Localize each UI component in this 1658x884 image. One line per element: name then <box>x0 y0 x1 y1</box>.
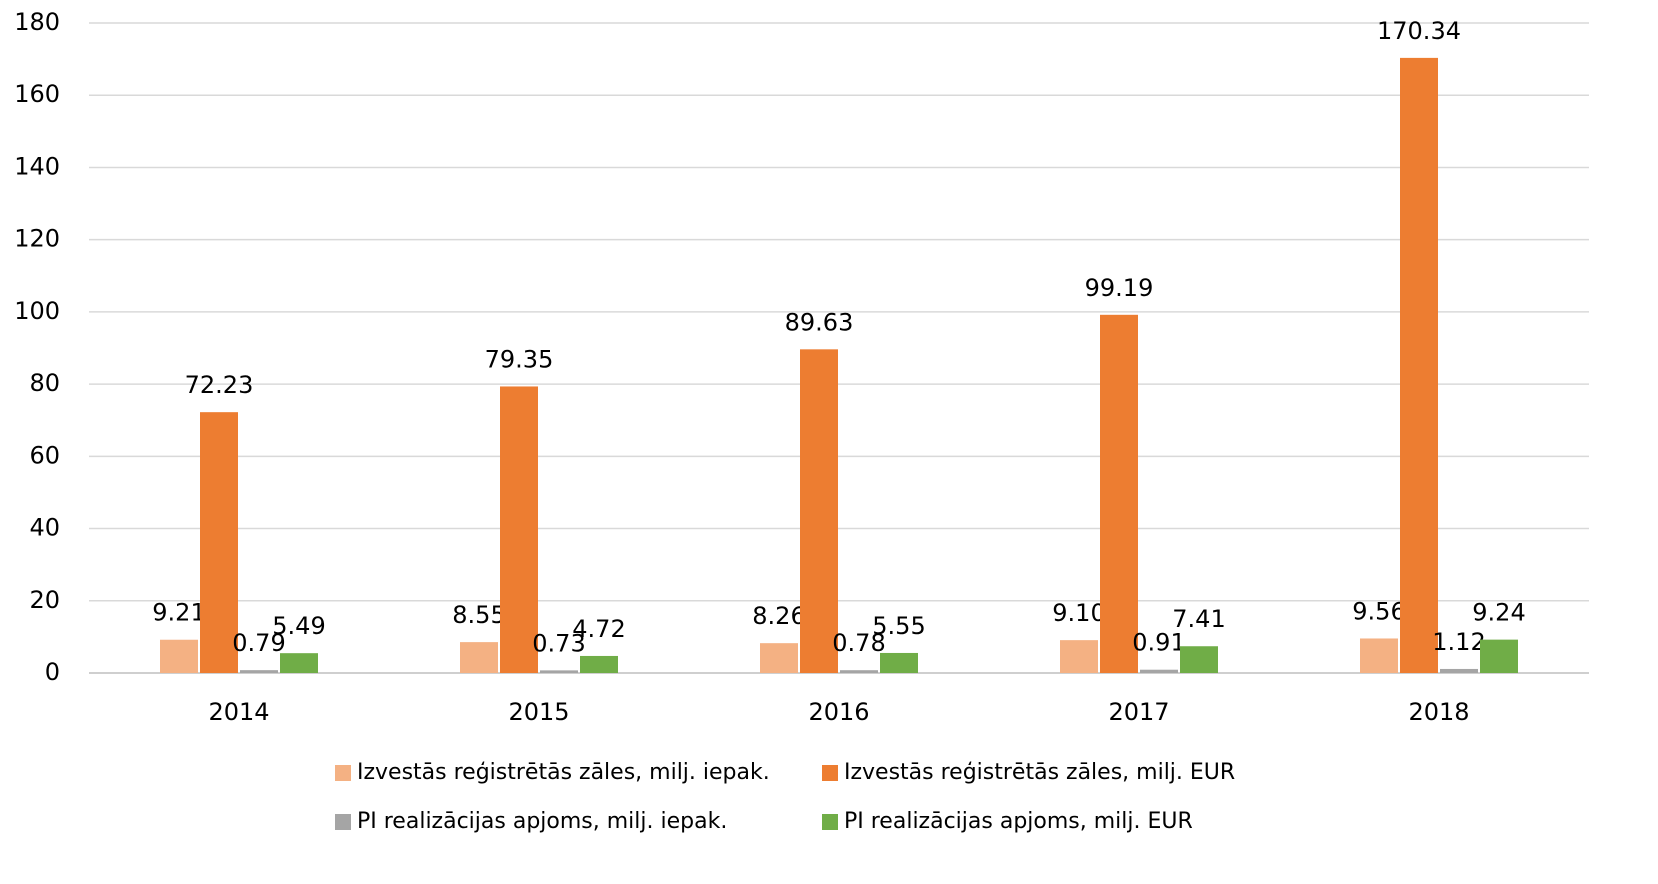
bar <box>540 670 578 673</box>
bar <box>880 652 918 673</box>
bar <box>1480 639 1518 673</box>
bar <box>1180 646 1218 673</box>
x-tick-label: 2017 <box>1108 698 1169 726</box>
bar <box>1060 640 1098 673</box>
bar <box>460 642 498 673</box>
bar <box>500 386 538 673</box>
bar <box>1140 669 1178 673</box>
bar <box>760 643 798 673</box>
legend-label: PI realizācijas apjoms, milj. EUR <box>844 809 1193 834</box>
legend-swatch <box>335 814 351 830</box>
y-tick-label: 60 <box>29 441 60 469</box>
value-label: 9.10 <box>1052 599 1105 627</box>
y-tick-label: 120 <box>14 225 60 253</box>
value-label: 79.35 <box>485 345 554 373</box>
value-label: 8.26 <box>752 602 805 630</box>
bar <box>240 670 278 673</box>
value-label: 0.79 <box>232 629 285 657</box>
legend-label: Izvestās reģistrētās zāles, milj. iepak. <box>357 760 770 785</box>
y-tick-label: 20 <box>29 586 60 614</box>
value-label: 8.55 <box>452 601 505 629</box>
bar <box>1100 314 1138 673</box>
bar <box>1440 668 1478 673</box>
bar <box>840 670 878 673</box>
x-tick-label: 2014 <box>208 698 269 726</box>
value-label: 9.21 <box>152 599 205 627</box>
bar <box>280 653 318 673</box>
value-label: 9.56 <box>1352 597 1405 625</box>
legend-label: Izvestās reģistrētās zāles, milj. EUR <box>844 760 1235 785</box>
legend-label: PI realizācijas apjoms, milj. iepak. <box>357 809 727 834</box>
y-tick-label: 40 <box>29 514 60 542</box>
legend-swatch <box>822 765 838 781</box>
x-tick-label: 2018 <box>1408 698 1469 726</box>
bar <box>1400 57 1438 673</box>
bar <box>1360 638 1398 673</box>
value-label: 89.63 <box>785 308 854 336</box>
bar <box>200 412 238 673</box>
y-tick-label: 100 <box>14 297 60 325</box>
value-label: 72.23 <box>185 371 254 399</box>
legend-swatch <box>335 765 351 781</box>
value-label: 5.55 <box>872 612 925 640</box>
y-tick-label: 160 <box>14 80 60 108</box>
y-tick-label: 80 <box>29 369 60 397</box>
value-label: 0.91 <box>1132 629 1185 657</box>
value-label: 0.78 <box>832 629 885 657</box>
value-label: 9.24 <box>1472 599 1525 627</box>
y-tick-label: 180 <box>14 8 60 36</box>
value-label: 7.41 <box>1172 605 1225 633</box>
y-tick-label: 0 <box>45 658 60 686</box>
bar <box>800 349 838 673</box>
x-tick-label: 2016 <box>808 698 869 726</box>
bar <box>580 655 618 673</box>
value-label: 4.72 <box>572 615 625 643</box>
value-label: 99.19 <box>1085 274 1154 302</box>
value-label: 5.49 <box>272 612 325 640</box>
bar <box>160 639 198 673</box>
y-tick-label: 140 <box>14 152 60 180</box>
value-label: 0.73 <box>532 629 585 657</box>
legend-swatch <box>822 814 838 830</box>
x-tick-label: 2015 <box>508 698 569 726</box>
value-label: 170.34 <box>1377 17 1461 45</box>
value-label: 1.12 <box>1432 628 1485 656</box>
